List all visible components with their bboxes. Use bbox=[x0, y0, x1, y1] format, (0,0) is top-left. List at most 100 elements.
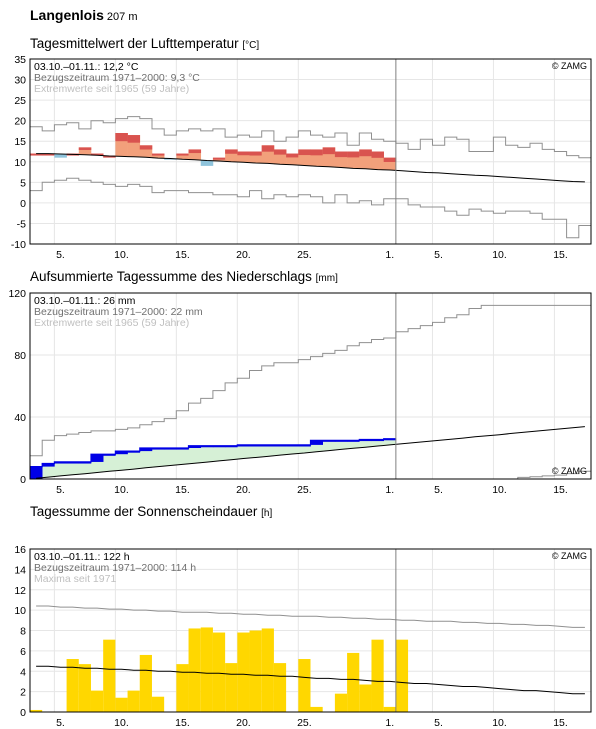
temp-warm-bar bbox=[286, 153, 299, 158]
temp-warm-bar bbox=[322, 147, 336, 155]
sunshine-bar bbox=[90, 690, 104, 712]
sunshine-bar bbox=[249, 630, 262, 712]
x-tick-label: 1. bbox=[385, 717, 394, 729]
plot-frame-precipitation bbox=[29, 292, 592, 480]
sunshine-bar bbox=[225, 663, 238, 712]
sunshine-bar bbox=[310, 706, 323, 712]
info-extremes: Maxima seit 1971 bbox=[34, 573, 116, 585]
temp-anomaly-fill bbox=[188, 149, 202, 160]
x-tick-label: 1. bbox=[385, 484, 394, 496]
precip-surplus-fill bbox=[30, 438, 396, 479]
sunshine-unit: [h] bbox=[261, 508, 273, 519]
precip-daily-bar bbox=[298, 444, 311, 447]
x-tick-label: 25. bbox=[297, 717, 312, 729]
precip-daily-bar bbox=[176, 448, 189, 450]
precip-daily-bar bbox=[78, 461, 92, 464]
y-tick-label: 40 bbox=[14, 412, 26, 424]
sunshine-bar bbox=[200, 627, 213, 712]
precip-daily-bar bbox=[334, 440, 348, 442]
precip-daily-bar bbox=[151, 448, 165, 450]
temperature-unit: [°C] bbox=[242, 40, 260, 51]
sunshine-bar bbox=[371, 639, 384, 712]
sunshine-bar bbox=[139, 654, 152, 712]
temp-warm-bar bbox=[261, 145, 275, 152]
plot-frame-temperature bbox=[29, 58, 592, 245]
precip-daily-bar bbox=[383, 438, 397, 441]
x-tick-label: 5. bbox=[434, 249, 443, 261]
sunshine-bar bbox=[127, 690, 140, 712]
precip-daily-bar bbox=[30, 466, 43, 479]
x-tick-label: 20. bbox=[236, 717, 251, 729]
copyright-label: © ZAMG bbox=[552, 466, 587, 476]
station-elevation: 207 m bbox=[106, 11, 138, 23]
precip-max-line bbox=[30, 304, 591, 457]
precip-daily-bar bbox=[200, 445, 214, 448]
y-tick-label: 80 bbox=[14, 350, 26, 362]
y-tick-label: 0 bbox=[20, 474, 26, 486]
info-current: 03.10.–01.11.: 26 mm bbox=[34, 295, 136, 307]
temp-warm-bar bbox=[383, 157, 397, 162]
info-extremes: Extremwerte seit 1965 (59 Jahre) bbox=[34, 83, 189, 95]
temp-warm-bar bbox=[249, 151, 263, 156]
temp-warm-bar bbox=[90, 153, 104, 156]
temp-warm-bar bbox=[273, 149, 287, 155]
y-tick-label: 6 bbox=[20, 646, 26, 658]
y-tick-label: 16 bbox=[14, 544, 26, 556]
precip-daily-bar bbox=[359, 439, 372, 442]
precip-daily-bar bbox=[139, 448, 153, 452]
sunshine-max-line bbox=[36, 605, 585, 628]
temp-warm-bar bbox=[115, 133, 128, 142]
temp-cold-bar bbox=[54, 153, 67, 158]
sunshine-bar bbox=[188, 628, 201, 712]
y-tick-label: 25 bbox=[14, 95, 26, 107]
x-tick-label: 10. bbox=[114, 484, 129, 496]
temp-warm-bar bbox=[237, 151, 250, 156]
precip-daily-bar bbox=[42, 463, 55, 467]
temp-warm-bar bbox=[127, 135, 141, 143]
x-tick-label: 1. bbox=[385, 249, 394, 261]
temp-cold-bar bbox=[164, 158, 177, 160]
sunshine-reference-line bbox=[36, 665, 585, 695]
precip-daily-bar bbox=[347, 440, 360, 442]
x-tick-label: 20. bbox=[236, 249, 251, 261]
precip-daily-bar bbox=[164, 448, 177, 450]
info-extremes: Extremwerte seit 1965 (59 Jahre) bbox=[34, 317, 189, 329]
x-tick-label: 15. bbox=[553, 717, 568, 729]
x-tick-label: 5. bbox=[56, 717, 65, 729]
precip-daily-bar bbox=[90, 454, 104, 462]
x-tick-label: 15. bbox=[175, 249, 190, 261]
station-title: Langenlois 207 m bbox=[30, 7, 137, 23]
info-reference: Bezugszeitraum 1971–2000: 114 h bbox=[34, 562, 196, 574]
x-tick-label: 15. bbox=[175, 717, 190, 729]
x-tick-label: 5. bbox=[56, 484, 65, 496]
plot-frame-sunshine bbox=[29, 548, 592, 713]
temp-warm-bar bbox=[78, 147, 92, 150]
y-tick-label: 10 bbox=[14, 157, 26, 169]
temp-anomaly-fill bbox=[176, 153, 189, 160]
precip-daily-bar bbox=[249, 444, 263, 447]
temp-warm-bar bbox=[151, 153, 165, 156]
x-tick-label: 15. bbox=[553, 249, 568, 261]
x-tick-label: 5. bbox=[56, 249, 65, 261]
info-current: 03.10.–01.11.: 122 h bbox=[34, 551, 130, 563]
temperature-chart-title: Tagesmittelwert der Lufttemperatur [°C] bbox=[30, 36, 260, 51]
temp-warm-bar bbox=[359, 149, 372, 157]
sunshine-bar bbox=[383, 706, 396, 712]
precip-daily-bar bbox=[54, 461, 67, 464]
temp-anomaly-fill bbox=[78, 147, 92, 155]
x-tick-label: 5. bbox=[434, 484, 443, 496]
precip-daily-bar bbox=[273, 444, 287, 447]
precip-current-line bbox=[30, 438, 396, 468]
temp-anomaly-fill bbox=[286, 153, 299, 165]
y-tick-label: 15 bbox=[14, 136, 26, 148]
temp-warm-bar bbox=[188, 149, 202, 154]
sunshine-bar bbox=[334, 693, 348, 712]
sunshine-bar bbox=[395, 639, 409, 712]
temp-warm-bar bbox=[347, 151, 360, 158]
x-tick-label: 15. bbox=[175, 484, 190, 496]
temp-warm-bar bbox=[310, 149, 323, 156]
sunshine-bar bbox=[273, 663, 287, 712]
sunshine-bar bbox=[347, 652, 360, 712]
precip-daily-bar bbox=[286, 444, 299, 447]
sunshine-bar bbox=[176, 664, 189, 712]
